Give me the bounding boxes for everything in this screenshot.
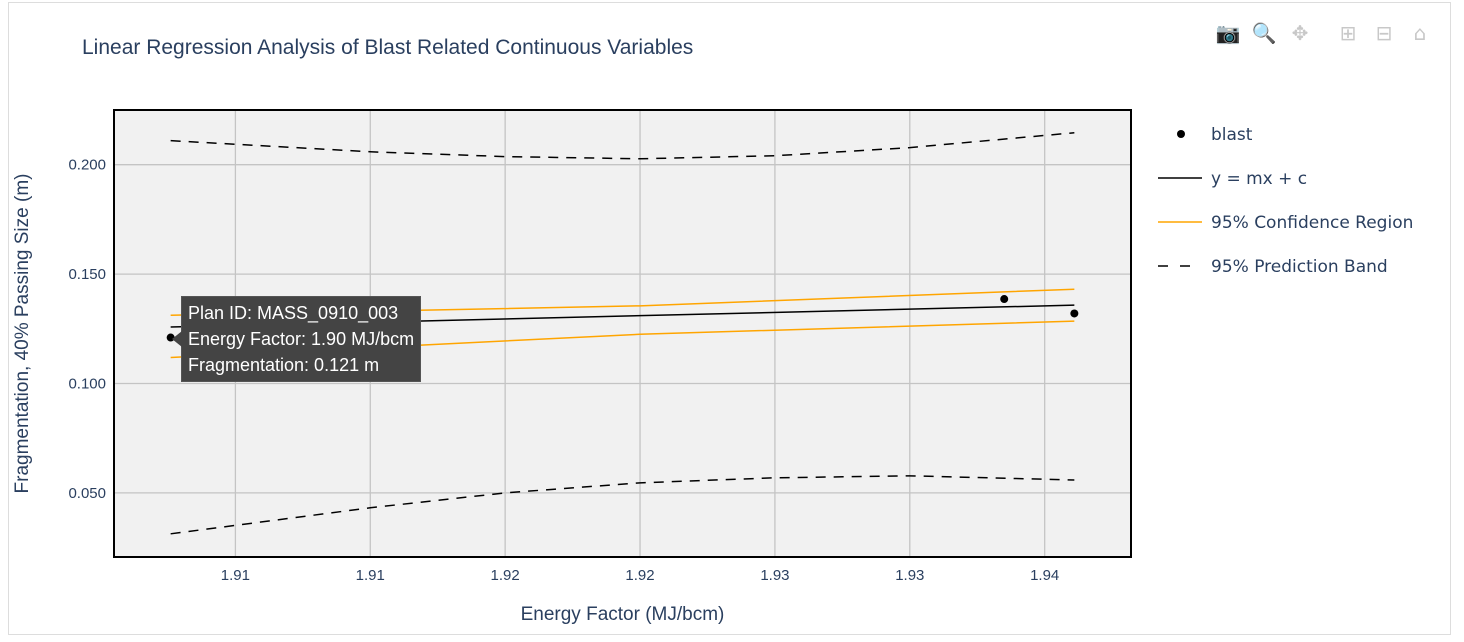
chart-title: Linear Regression Analysis of Blast Rela… (82, 36, 694, 59)
y-tick-label: 0.200 (68, 157, 106, 174)
legend-item-label[interactable]: y = mx + c (1211, 169, 1307, 189)
x-tick-label: 1.93 (760, 567, 789, 584)
x-tick-label: 1.92 (625, 567, 654, 584)
home-icon[interactable]: ⌂ (1413, 21, 1427, 45)
y-tick-label: 0.050 (68, 485, 106, 502)
zoom-out-icon[interactable]: ⊟ (1375, 21, 1393, 45)
chart-card (8, 2, 1451, 635)
y-tick-label: 0.100 (68, 375, 106, 392)
prediction-band-line (170, 475, 1075, 535)
legend-item-label[interactable]: 95% Confidence Region (1211, 213, 1413, 233)
x-axis-title: Energy Factor (MJ/bcm) (521, 604, 725, 625)
tooltip-energy-factor: Energy Factor: 1.90 MJ/bcm (188, 329, 415, 349)
legend-item-label[interactable]: 95% Prediction Band (1211, 257, 1388, 277)
plot-border (113, 109, 1132, 558)
legend-marker (1177, 130, 1185, 138)
tooltip-plan-id: Plan ID: MASS_0910_003 (188, 303, 399, 323)
tooltip-fragmentation: Fragmentation: 0.121 m (188, 355, 380, 375)
modebar: 📷 🔍 ✥ ⊞ ⊟ ⌂ (1210, 20, 1438, 46)
x-tick-label: 1.94 (1030, 567, 1059, 584)
legend-item-label[interactable]: blast (1211, 125, 1253, 145)
data-point (1070, 309, 1079, 318)
x-tick-label: 1.92 (491, 567, 520, 584)
camera-icon[interactable]: 📷 (1215, 21, 1241, 45)
hover-tooltip: Plan ID: MASS_0910_003 Energy Factor: 1.… (171, 296, 422, 382)
x-tick-label: 1.91 (356, 567, 385, 584)
zoom-icon[interactable]: 🔍 (1251, 21, 1277, 45)
x-tick-label: 1.93 (895, 567, 924, 584)
pan-icon[interactable]: ✥ (1291, 21, 1309, 45)
prediction-band-line (170, 132, 1075, 160)
data-point (1000, 295, 1009, 304)
y-tick-label: 0.150 (68, 266, 106, 283)
x-tick-label: 1.91 (221, 567, 250, 584)
zoom-in-icon[interactable]: ⊞ (1339, 21, 1357, 45)
y-axis-title: Fragmentation, 40% Passing Size (m) (12, 174, 33, 494)
